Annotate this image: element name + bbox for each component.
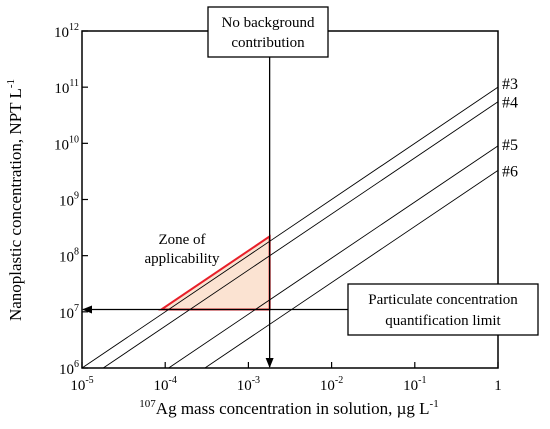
y-tick-base-2: 10 — [59, 306, 74, 322]
y-tick-exponent-6: 11 — [69, 78, 79, 89]
x-tick-exponent-2: -4 — [169, 375, 177, 386]
zone-label-line2: applicability — [145, 251, 220, 267]
y-tick-exponent-5: 10 — [69, 134, 79, 145]
x-tick-exponent-1: -5 — [85, 375, 93, 386]
x-tick-label-1: 10-5 — [70, 375, 93, 394]
x-axis-label-text: Ag mass concentration in solution, µg L — [156, 399, 430, 418]
x-tick-label-5: 10-1 — [403, 375, 426, 394]
quantification-limit-annotation-line2: quantification limit — [385, 313, 501, 329]
y-tick-label-7: 1012 — [54, 22, 79, 41]
y-axis-label-unit-exponent: -1 — [5, 79, 17, 88]
y-tick-exponent-7: 12 — [69, 22, 79, 33]
x-tick-label-3: 10-3 — [237, 375, 260, 394]
x-tick-base-5: 10 — [403, 378, 418, 394]
series-label-1: #3 — [502, 76, 518, 93]
y-tick-base-6: 10 — [54, 81, 69, 97]
x-axis-label: 107Ag mass concentration in solution, µg… — [139, 398, 438, 418]
y-tick-base-4: 10 — [59, 194, 74, 210]
y-tick-label-6: 1011 — [54, 78, 79, 97]
x-tick-label-6: 1 — [494, 378, 502, 394]
x-tick-exponent-5: -1 — [418, 375, 426, 386]
zone-label-line1: Zone of — [158, 232, 205, 248]
x-tick-base-1: 10 — [70, 378, 85, 394]
no-background-annotation-box — [207, 6, 329, 58]
series-label-3: #5 — [502, 137, 518, 154]
y-tick-label-5: 1010 — [54, 134, 79, 153]
series-line-2 — [102, 101, 499, 369]
y-tick-label-1: 106 — [59, 359, 79, 378]
x-tick-label-2: 10-4 — [154, 375, 177, 394]
x-tick-base-3: 10 — [237, 378, 252, 394]
y-tick-exponent-1: 6 — [74, 359, 79, 370]
y-tick-exponent-4: 9 — [74, 191, 79, 202]
y-tick-label-4: 109 — [59, 191, 79, 210]
series-line-1 — [81, 86, 499, 369]
y-tick-label-3: 108 — [59, 247, 79, 266]
no-background-annotation-line2: contribution — [231, 35, 305, 51]
x-tick-base-4: 10 — [320, 378, 335, 394]
y-axis-label-text: Nanoplastic concentration, NPT L — [6, 88, 25, 321]
series-label-4: #6 — [502, 163, 518, 180]
y-axis-label: Nanoplastic concentration, NPT L-1 — [5, 79, 25, 321]
x-axis-label-isotope: 107 — [139, 398, 156, 410]
x-tick-exponent-4: -2 — [335, 375, 343, 386]
y-tick-exponent-2: 7 — [74, 303, 79, 314]
series-line-3 — [168, 145, 499, 369]
series-line-4 — [204, 170, 499, 369]
y-tick-exponent-3: 8 — [74, 247, 79, 258]
y-tick-base-1: 10 — [59, 362, 74, 378]
y-tick-label-2: 107 — [59, 303, 79, 322]
y-tick-base-5: 10 — [54, 137, 69, 153]
quantification-limit-annotation-box — [347, 283, 539, 336]
x-axis-label-unit-exponent: -1 — [430, 398, 439, 410]
x-tick-label-4: 10-2 — [320, 375, 343, 394]
quantification-limit-annotation-line1: Particulate concentration — [368, 292, 518, 308]
x-tick-base-6: 1 — [494, 378, 502, 394]
x-tick-exponent-3: -3 — [252, 375, 260, 386]
series-label-2: #4 — [502, 95, 518, 112]
y-tick-base-7: 10 — [54, 25, 69, 41]
x-tick-base-2: 10 — [154, 378, 169, 394]
no-background-annotation-line1: No background — [222, 15, 315, 31]
y-tick-base-3: 10 — [59, 250, 74, 266]
